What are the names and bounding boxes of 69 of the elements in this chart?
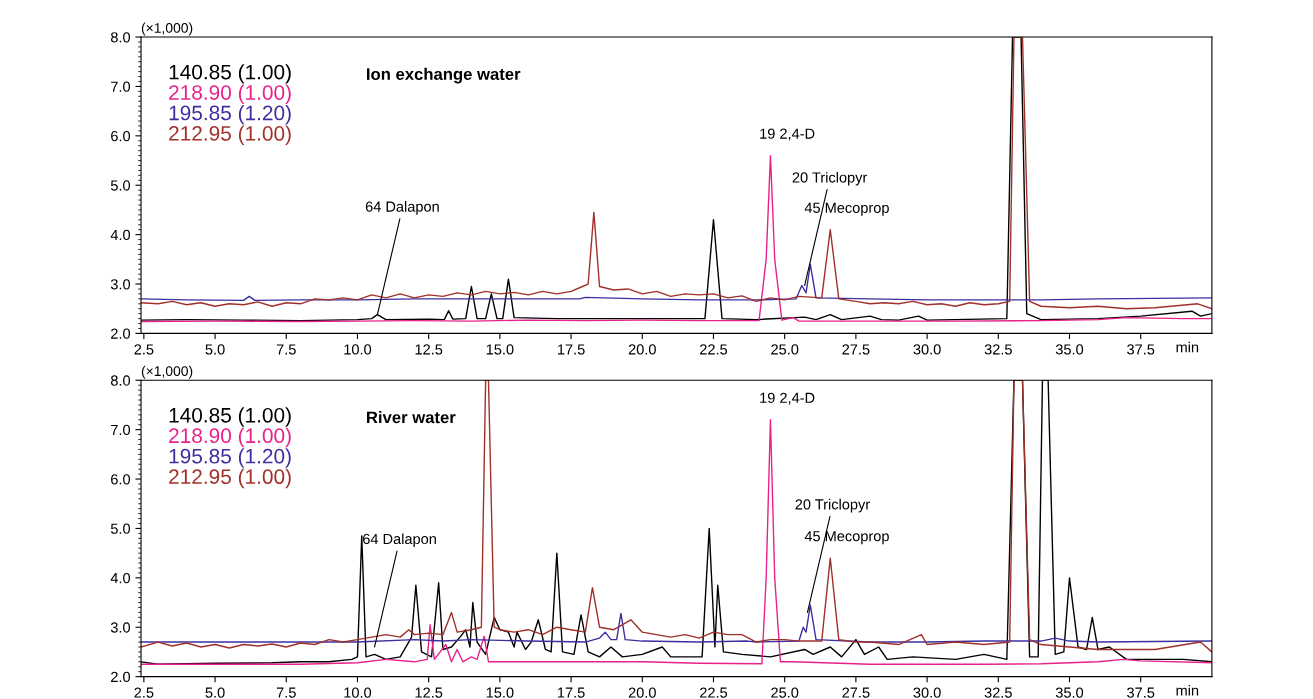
x-tick-label: 17.5 (558, 344, 585, 355)
x-tick-label: 15.0 (486, 344, 514, 355)
y-axis-title: (×1,000) (141, 365, 193, 379)
x-tick-label: 12.5 (415, 344, 443, 355)
x-tick-label: 20.0 (628, 344, 656, 355)
x-tick-label: 32.5 (984, 344, 1012, 355)
x-tick-label: 12.5 (415, 687, 443, 698)
x-tick-label: 22.5 (700, 687, 728, 698)
text: Ion exchange water (367, 67, 521, 84)
x-tick-label: 10.0 (344, 344, 372, 355)
x-tick-label: 10.0 (344, 687, 372, 698)
x-tick-label: 15.0 (486, 687, 514, 698)
x-tick-label: 22.5 (700, 344, 728, 355)
text: 195.85 (1.20) (169, 448, 291, 468)
x-tick-label: 25.0 (771, 344, 799, 355)
x-tick-label: 5.0 (205, 344, 225, 355)
x-tick-label: 2.5 (134, 344, 154, 355)
y-tick-label: 3.0 (110, 622, 131, 633)
text: 212.95 (1.00) (169, 468, 291, 489)
text: 218.90 (1.00) (169, 84, 291, 104)
text: 212.95 (1.00) (169, 125, 291, 145)
text: 140.85 (1.00) (169, 407, 291, 427)
annotation: 45 Mecoprop (804, 531, 889, 545)
x-tick-label: 27.5 (842, 344, 870, 355)
x-tick-label: 7.5 (276, 687, 296, 698)
text: 218.90 (1.00) (169, 427, 291, 448)
x-tick-label: 7.5 (276, 344, 296, 355)
annotation: 20 Triclopyr (795, 498, 870, 513)
x-tick-label: 25.0 (771, 687, 799, 698)
annotation: 20 Triclopyr (792, 171, 868, 186)
text: 140.85 (1.00) (169, 64, 291, 84)
line-series (141, 263, 1212, 302)
x-tick-label: 35.0 (1055, 687, 1084, 698)
y-tick-label: 5.0 (110, 180, 131, 191)
y-tick-label: 6.0 (111, 130, 131, 142)
y-tick-label: 7.0 (111, 424, 131, 436)
y-tick-label: 8.0 (110, 375, 131, 386)
x-tick-label: 37.5 (1127, 344, 1155, 355)
line-series (141, 604, 1212, 643)
x-tick-label: 27.5 (842, 687, 870, 698)
x-tick-label: 37.5 (1127, 687, 1155, 698)
annotation: 64 Dalapon (363, 533, 436, 547)
annotation: 45 Mecoprop (804, 202, 889, 216)
y-tick-label: 7.0 (111, 81, 131, 92)
x-tick-label: 32.5 (984, 687, 1012, 698)
x-tick-label: 5.0 (205, 687, 225, 698)
x-tick-label: 30.0 (913, 344, 941, 355)
x-tick-label: 2.5 (134, 687, 154, 698)
y-tick-label: 6.0 (111, 474, 131, 485)
line-series (141, 154, 1212, 323)
text: 195.85 (1.20) (169, 105, 291, 125)
y-tick-label: 8.0 (110, 32, 131, 43)
y-tick-label: 5.0 (110, 523, 131, 534)
y-tick-label: 4.0 (110, 572, 131, 584)
y-axis-title: (×1,000) (141, 22, 193, 36)
y-tick-label: 2.0 (111, 328, 131, 339)
x-tick-label: 17.5 (558, 687, 585, 698)
x-axis-title: min (1176, 341, 1199, 353)
annotation: 19 2,4-D (760, 392, 815, 405)
x-tick-label: 20.0 (628, 687, 656, 698)
x-tick-label: 35.0 (1055, 344, 1084, 355)
y-tick-label: 2.0 (111, 671, 131, 683)
annotation: 64 Dalapon (365, 201, 439, 215)
x-axis-title: min (1176, 684, 1199, 696)
y-tick-label: 4.0 (110, 229, 131, 241)
x-tick-label: 30.0 (913, 687, 941, 698)
text: River water (367, 411, 456, 424)
y-tick-label: 3.0 (110, 279, 131, 290)
annotation: 19 2,4-D (760, 128, 815, 141)
